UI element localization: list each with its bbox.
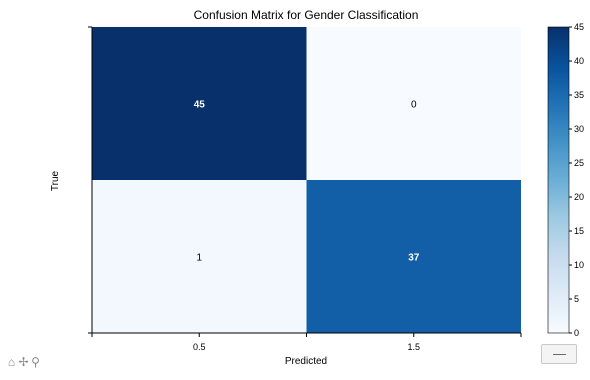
- cell-value-label: 0: [411, 100, 417, 111]
- chart-title: Confusion Matrix for Gender Classificati…: [194, 8, 419, 22]
- cell-value-label: 1: [196, 253, 202, 264]
- plot-toolbar: ⌂ ✢ ⚲: [6, 356, 41, 368]
- colorbar-tick-label: 0: [574, 328, 579, 338]
- colorbar-tick-label: 40: [574, 56, 584, 66]
- colorbar-tick-label: 30: [574, 124, 584, 134]
- heatmap-cell: [92, 27, 307, 180]
- heatmap-cell: [92, 180, 307, 333]
- colorbar-tick-label: 45: [574, 22, 584, 32]
- cell-value-label: 37: [408, 253, 420, 264]
- colorbar-tick-label: 35: [574, 90, 584, 100]
- zoom-icon[interactable]: ⚲: [31, 355, 40, 369]
- heatmap-cells: [92, 27, 521, 333]
- x-tick-label: 1.5: [407, 342, 420, 352]
- pan-icon[interactable]: ✢: [18, 355, 29, 369]
- colorbar-tick-label: 25: [574, 158, 584, 168]
- heatmap-cell: [306, 180, 521, 333]
- colorbar-gradient: [547, 26, 570, 334]
- colorbar: 0 5 10 15 20 25 30 35 40 45: [547, 22, 584, 338]
- y-axis-label: True: [50, 170, 61, 191]
- home-icon[interactable]: ⌂: [7, 355, 16, 369]
- x-tick-label: 0.5: [193, 342, 206, 352]
- x-axis-label: Predicted: [285, 356, 327, 367]
- colorbar-tick-label: 15: [574, 226, 584, 236]
- colorbar-tick-label: 5: [574, 294, 579, 304]
- heatmap-cell: [306, 27, 521, 180]
- colorbar-tick-label: 20: [574, 192, 584, 202]
- cell-value-labels: 45 0 1 37: [194, 100, 420, 264]
- cell-value-label: 45: [194, 100, 206, 111]
- minus-button[interactable]: [541, 344, 577, 364]
- colorbar-tick-label: 10: [574, 260, 584, 270]
- axes: 0.5 1.5: [88, 26, 522, 352]
